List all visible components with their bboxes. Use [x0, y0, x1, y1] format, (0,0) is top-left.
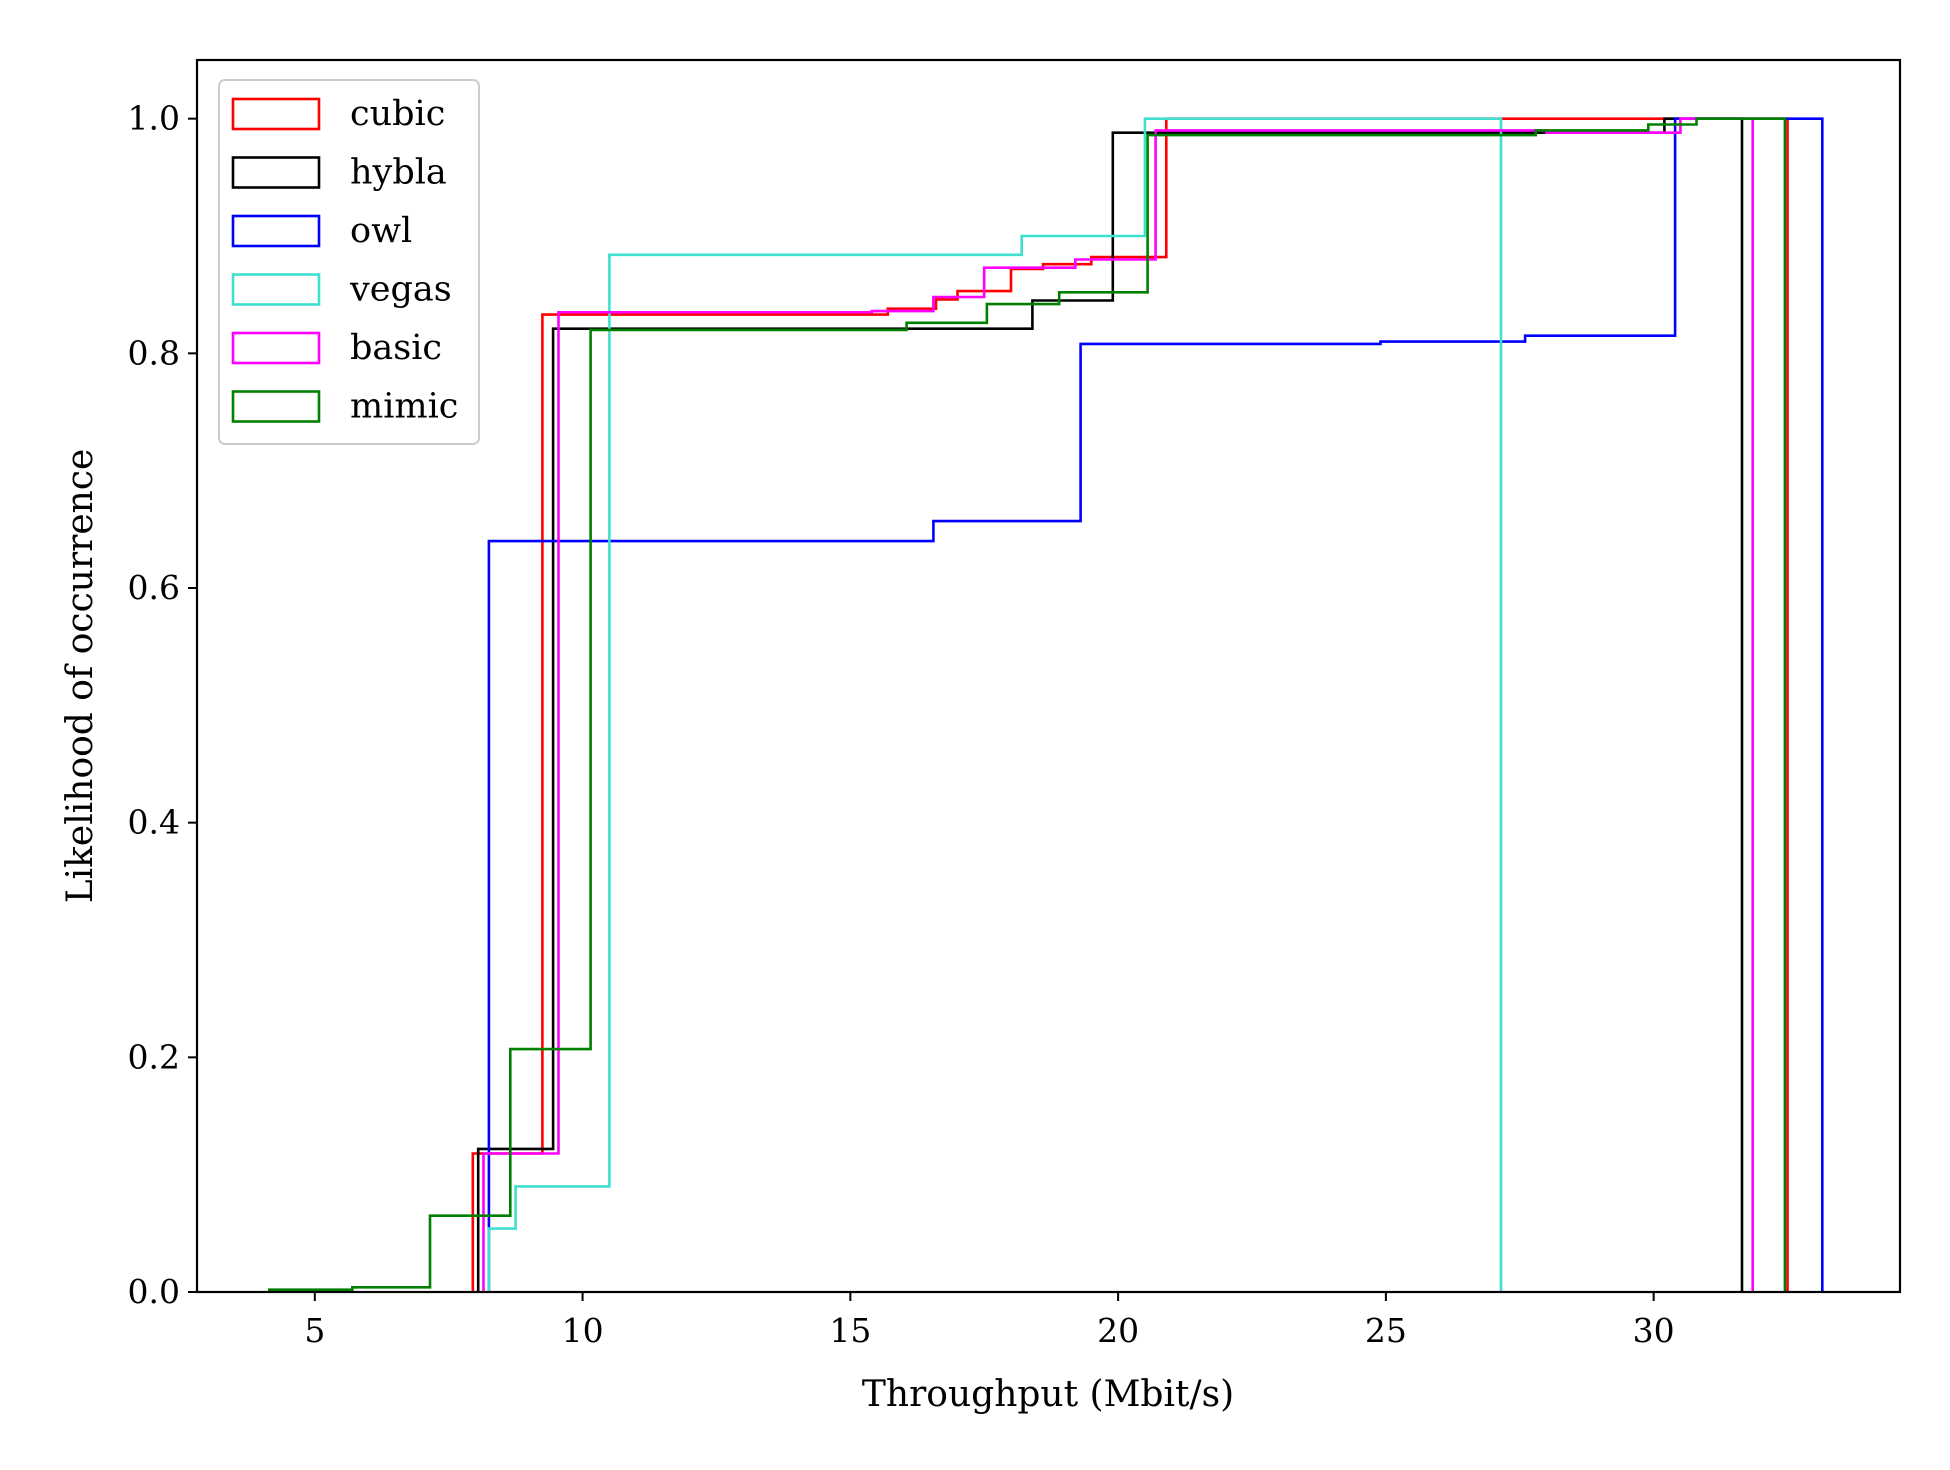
y-tick-label: 0.0	[128, 1272, 180, 1311]
y-tick-label: 0.4	[128, 803, 180, 842]
series-line-basic	[482, 117, 1754, 1292]
y-axis-label: Likelihood of occurrence	[60, 449, 101, 904]
legend-label-cubic: cubic	[350, 94, 445, 134]
series-line-hybla	[476, 117, 1744, 1292]
x-tick-label: 5	[304, 1311, 325, 1350]
legend-swatch-mimic	[231, 390, 321, 423]
plot-area-frame	[195, 58, 1902, 1294]
x-tick-label: 20	[1097, 1311, 1139, 1350]
y-tick-label: 1.0	[128, 99, 180, 138]
x-tick-label: 30	[1633, 1311, 1675, 1350]
legend-label-basic: basic	[350, 328, 442, 368]
legend-swatch-owl	[231, 214, 321, 248]
legend-label-mimic: mimic	[350, 387, 458, 427]
series-line-vegas	[487, 117, 1503, 1292]
series-line-cubic	[471, 117, 1789, 1292]
legend: cubic hybla owl vegas basic mimic	[218, 79, 480, 445]
series-line-owl	[487, 117, 1824, 1292]
x-tick-label: 15	[829, 1311, 871, 1350]
y-tick-label: 0.6	[128, 568, 180, 607]
legend-label-owl: owl	[350, 211, 412, 251]
y-axis-ticks: 0.0 0.2 0.4 0.6 0.8 1.0	[128, 99, 197, 1311]
series-layer	[268, 117, 1824, 1292]
y-tick-label: 0.2	[128, 1037, 180, 1076]
legend-label-vegas: vegas	[349, 270, 452, 310]
x-tick-label: 25	[1365, 1311, 1407, 1350]
legend-swatch-hybla	[231, 156, 321, 189]
legend-label-hybla: hybla	[350, 153, 447, 193]
legend-box	[218, 79, 480, 445]
legend-swatch-vegas	[231, 273, 321, 306]
y-tick-label: 0.8	[128, 333, 180, 372]
legend-swatch-basic	[231, 331, 321, 365]
legend-swatch-cubic	[231, 97, 321, 131]
x-axis-label: Throughput (Mbit/s)	[862, 1374, 1234, 1415]
x-axis-ticks: 5 10 15 20 25 30	[304, 1292, 1675, 1350]
x-tick-label: 10	[562, 1311, 604, 1350]
series-line-mimic	[268, 117, 1787, 1292]
